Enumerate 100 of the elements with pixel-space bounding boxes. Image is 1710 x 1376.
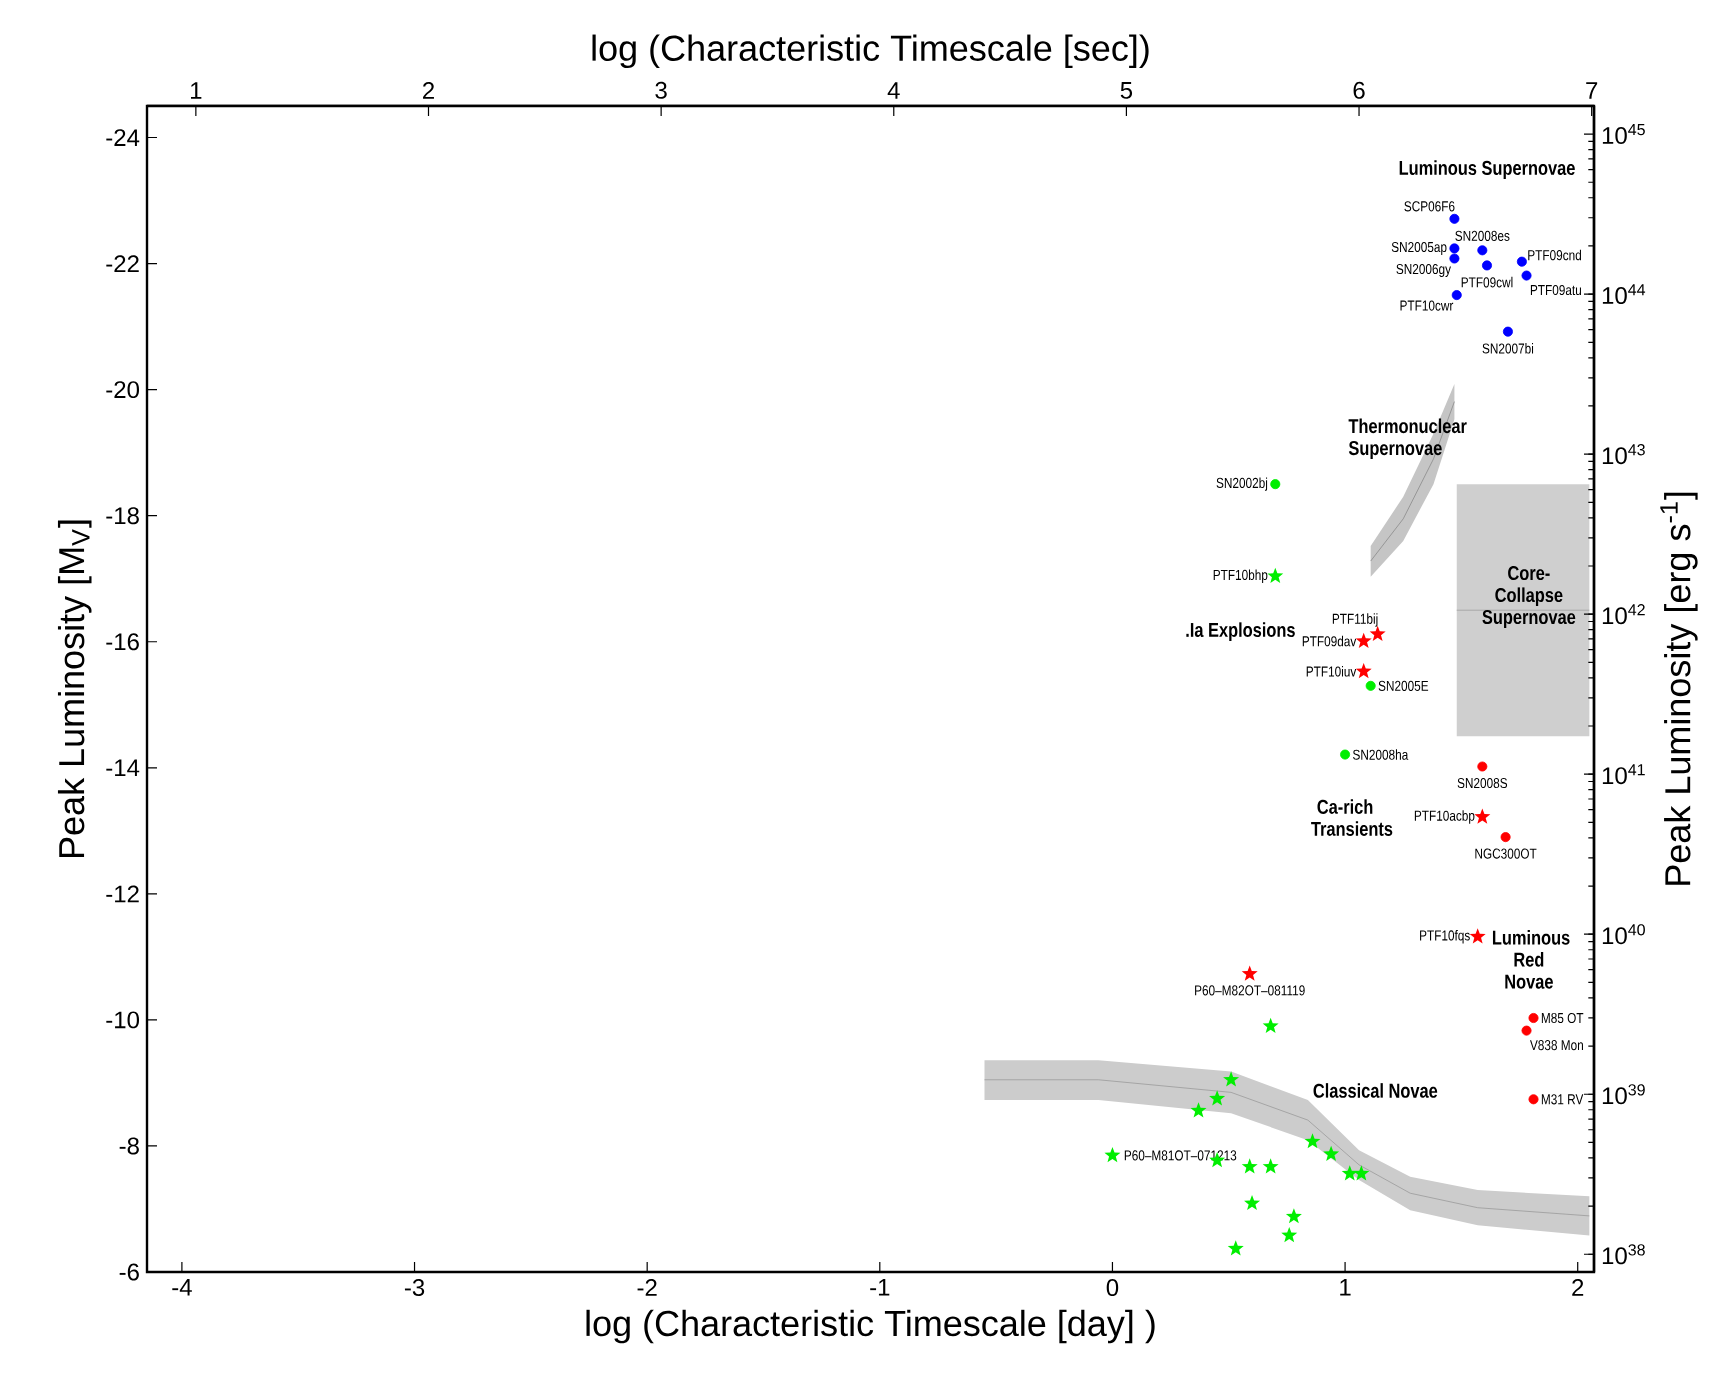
x-tick-label: -3 xyxy=(404,1279,425,1297)
annotation: NGC300OT xyxy=(1475,848,1537,859)
annotation: SCP06F6 xyxy=(1404,201,1455,212)
point xyxy=(1190,1102,1207,1118)
point xyxy=(1209,1090,1226,1106)
annotation: SN2006gy xyxy=(1396,263,1451,277)
y-tick-label: -12 xyxy=(106,885,139,903)
y-axis-title: Peak Luminosity [M$_{V}$] xyxy=(57,520,92,858)
y-tick-label: -24 xyxy=(106,129,140,146)
y-tick-label: -16 xyxy=(106,633,139,651)
annotation: .Ia Explosions xyxy=(1186,622,1295,641)
annotation: Classical Novae xyxy=(1313,1083,1438,1098)
annotation: PTF09dav xyxy=(1302,635,1357,647)
y2-axis-title: Peak Luminosity [erg s$^{-1}$] xyxy=(1660,492,1698,885)
point xyxy=(1449,213,1460,224)
point xyxy=(1369,625,1386,641)
point xyxy=(1449,253,1460,264)
x-tick-label: 1 xyxy=(1340,1279,1351,1296)
point xyxy=(1355,662,1372,679)
point xyxy=(1341,1165,1358,1181)
x-tick-label: 0 xyxy=(1106,1279,1119,1297)
point xyxy=(1528,1094,1539,1105)
x-tick-label: -2 xyxy=(637,1279,657,1296)
point xyxy=(1241,965,1258,981)
y2-tick-label: 10$^{45}$ xyxy=(1602,124,1645,145)
point xyxy=(1528,1013,1539,1023)
point xyxy=(1502,326,1513,337)
point xyxy=(1285,1208,1302,1224)
x2-tick-label: 1 xyxy=(191,82,202,99)
annotation: SN2005ap xyxy=(1391,241,1447,255)
annotation: Luminous Red Novae xyxy=(1492,930,1570,989)
point xyxy=(1323,1145,1340,1161)
x2-tick-label: 5 xyxy=(1120,82,1133,99)
y-tick-label: -22 xyxy=(106,255,139,272)
point xyxy=(1241,1158,1258,1174)
annotation: M85 OT xyxy=(1541,1012,1584,1024)
y-tick-label: -8 xyxy=(119,1137,139,1155)
annotation: PTF10acbp xyxy=(1414,810,1475,824)
annotation: SN2007bi xyxy=(1482,343,1534,354)
annotation: P60–M82OT–081119 xyxy=(1195,985,1305,996)
point xyxy=(1516,256,1527,267)
annotation: SN2008S xyxy=(1457,777,1508,789)
y2-tick-label: 10$^{43}$ xyxy=(1602,444,1645,465)
point xyxy=(1270,479,1281,490)
point xyxy=(1500,832,1511,843)
point xyxy=(1262,1158,1279,1174)
y-tick-label: -18 xyxy=(106,507,139,525)
annotation: SN2002bj xyxy=(1216,477,1268,491)
point xyxy=(1355,632,1372,648)
point xyxy=(1474,808,1491,824)
annotation: Luminous Supernovae xyxy=(1399,160,1575,179)
point xyxy=(1521,270,1532,281)
annotation: PTF09atu xyxy=(1530,284,1581,296)
annotation: V838 Mon xyxy=(1530,1040,1583,1051)
y2-tick-label: 10$^{42}$ xyxy=(1602,604,1645,625)
point xyxy=(1449,243,1460,254)
x-tick-label: -1 xyxy=(870,1279,890,1296)
point xyxy=(1477,245,1488,256)
annotation: SN2008ha xyxy=(1353,749,1409,760)
x2-tick-label: 2 xyxy=(423,82,434,99)
y-tick-label: -20 xyxy=(106,381,140,399)
x2-tick-label: 4 xyxy=(887,82,900,99)
annotation: Core-Collapse Supernovae xyxy=(1482,565,1576,629)
point xyxy=(1304,1133,1321,1149)
point xyxy=(1353,1165,1370,1181)
annotation: Thermonuclear Supernovae xyxy=(1348,418,1467,460)
x-axis-title: log (Characteristic Timescale [day] ) xyxy=(586,1309,1155,1344)
point xyxy=(1451,290,1462,301)
point xyxy=(1267,567,1284,583)
point xyxy=(1340,749,1351,760)
point xyxy=(1469,928,1486,944)
point xyxy=(1262,1017,1279,1033)
line-series xyxy=(984,1079,1590,1217)
annotation: PTF10fqs xyxy=(1420,930,1470,944)
annotation: M31 RV xyxy=(1541,1094,1584,1105)
y2-tick-label: 10$^{44}$ xyxy=(1602,284,1646,305)
y2-tick-label: 10$^{41}$ xyxy=(1602,764,1645,785)
x-tick-label: 2 xyxy=(1572,1279,1584,1296)
x2-tick-label: 3 xyxy=(655,81,667,99)
annotation: SN2005E xyxy=(1378,680,1429,691)
point xyxy=(1365,680,1376,691)
point xyxy=(1104,1147,1121,1163)
y2-tick-label: 10$^{39}$ xyxy=(1602,1084,1645,1105)
point xyxy=(1481,260,1492,271)
x2-axis-title: log (Characteristic Timescale [sec]) xyxy=(592,34,1149,69)
annotation: Ca-rich Transients xyxy=(1311,799,1393,836)
annotation: PTF10bhp xyxy=(1213,569,1268,583)
x2-tick-label: 6 xyxy=(1353,81,1365,99)
annotation: SN2008es xyxy=(1455,230,1510,241)
point xyxy=(1477,761,1488,772)
point xyxy=(1281,1227,1298,1243)
y-tick-label: -10 xyxy=(106,1011,140,1029)
annotation: PTF10iuv xyxy=(1306,666,1357,677)
point xyxy=(1227,1240,1244,1256)
annotation: PTF09cwl xyxy=(1461,276,1513,288)
x-tick-label: -4 xyxy=(172,1279,192,1296)
point xyxy=(1223,1071,1240,1087)
y2-tick-label: 10$^{40}$ xyxy=(1602,924,1645,945)
point xyxy=(1244,1194,1261,1211)
point xyxy=(1521,1025,1532,1036)
